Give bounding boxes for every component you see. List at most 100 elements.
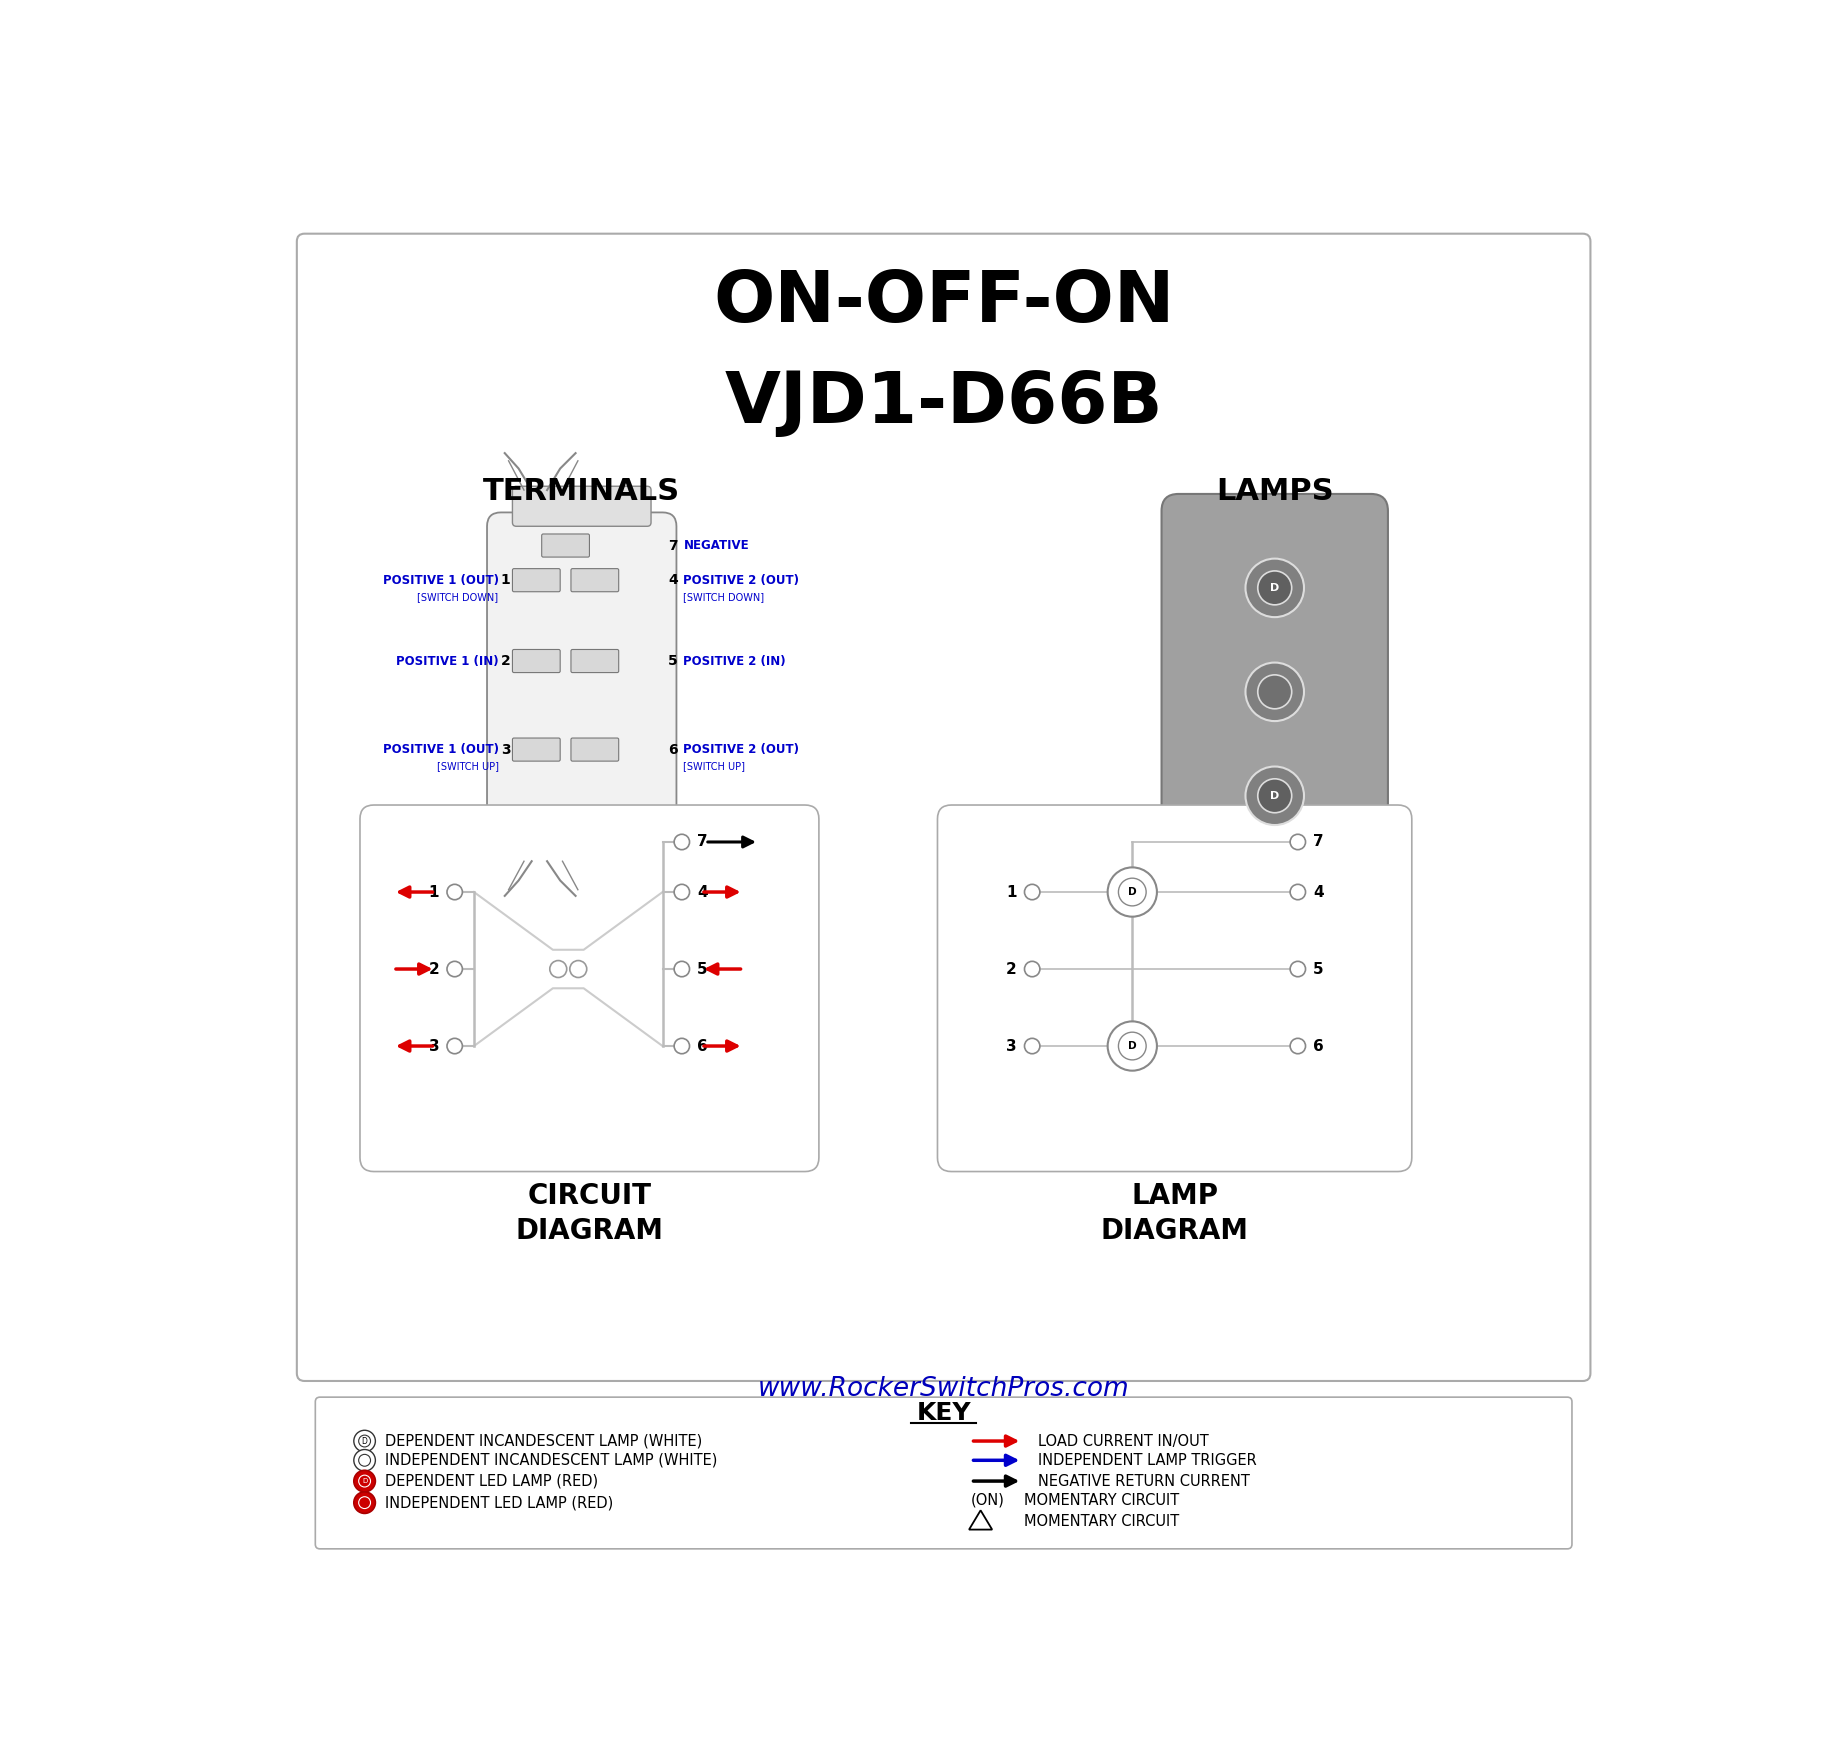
Text: D: D	[1127, 887, 1137, 897]
FancyBboxPatch shape	[513, 650, 561, 672]
Text: TERMINALS: TERMINALS	[483, 477, 681, 507]
Text: 3: 3	[500, 742, 511, 756]
Text: ON-OFF-ON: ON-OFF-ON	[712, 268, 1173, 338]
Circle shape	[358, 1455, 371, 1467]
Circle shape	[673, 885, 690, 899]
Circle shape	[1290, 1038, 1306, 1054]
Text: CIRCUIT: CIRCUIT	[528, 1183, 651, 1211]
Circle shape	[1245, 559, 1304, 617]
Text: 5: 5	[1314, 962, 1325, 977]
Text: 3: 3	[428, 1038, 439, 1054]
Circle shape	[1024, 885, 1041, 899]
Text: [SWITCH DOWN]: [SWITCH DOWN]	[683, 592, 764, 603]
Circle shape	[446, 885, 463, 899]
Text: MOMENTARY CIRCUIT: MOMENTARY CIRCUIT	[1024, 1493, 1179, 1509]
Text: VJD1-D66B: VJD1-D66B	[725, 369, 1162, 437]
Text: 1: 1	[428, 885, 439, 899]
FancyBboxPatch shape	[513, 486, 651, 526]
Circle shape	[1107, 1021, 1157, 1071]
Circle shape	[1258, 779, 1292, 814]
Text: 1: 1	[1006, 885, 1017, 899]
Text: D: D	[1269, 791, 1279, 801]
Text: 6: 6	[697, 1038, 708, 1054]
Text: 2: 2	[500, 653, 511, 667]
Text: INDEPENDENT LED LAMP (RED): INDEPENDENT LED LAMP (RED)	[386, 1495, 614, 1510]
Circle shape	[446, 962, 463, 977]
Circle shape	[550, 960, 566, 977]
Text: MOMENTARY CIRCUIT: MOMENTARY CIRCUIT	[1024, 1514, 1179, 1529]
Text: 2: 2	[428, 962, 439, 977]
FancyBboxPatch shape	[513, 568, 561, 592]
Text: [SWITCH DOWN]: [SWITCH DOWN]	[417, 592, 498, 603]
FancyBboxPatch shape	[513, 834, 649, 864]
Circle shape	[1258, 571, 1292, 604]
Circle shape	[354, 1430, 375, 1451]
Text: POSITIVE 1 (IN): POSITIVE 1 (IN)	[397, 655, 498, 667]
Circle shape	[1290, 885, 1306, 899]
Circle shape	[1245, 662, 1304, 721]
Circle shape	[673, 834, 690, 850]
Circle shape	[354, 1491, 375, 1514]
FancyBboxPatch shape	[1162, 495, 1387, 890]
Text: POSITIVE 2 (OUT): POSITIVE 2 (OUT)	[683, 573, 799, 587]
Text: NEGATIVE: NEGATIVE	[683, 538, 749, 552]
Text: LOAD CURRENT IN/OUT: LOAD CURRENT IN/OUT	[1037, 1434, 1208, 1449]
FancyBboxPatch shape	[937, 805, 1411, 1172]
Circle shape	[570, 960, 587, 977]
Text: KEY: KEY	[917, 1401, 970, 1425]
Text: NEGATIVE RETURN CURRENT: NEGATIVE RETURN CURRENT	[1037, 1474, 1249, 1489]
Text: D: D	[362, 1477, 367, 1484]
Circle shape	[1024, 1038, 1041, 1054]
FancyBboxPatch shape	[570, 739, 618, 761]
Text: 5: 5	[697, 962, 708, 977]
Circle shape	[446, 1038, 463, 1054]
Circle shape	[1024, 962, 1041, 977]
Text: DIAGRAM: DIAGRAM	[1101, 1218, 1249, 1246]
Circle shape	[1118, 1033, 1146, 1059]
FancyBboxPatch shape	[513, 739, 561, 761]
Text: 4: 4	[668, 573, 677, 587]
FancyBboxPatch shape	[297, 233, 1590, 1381]
Text: 7: 7	[697, 834, 708, 850]
Text: DEPENDENT INCANDESCENT LAMP (WHITE): DEPENDENT INCANDESCENT LAMP (WHITE)	[386, 1434, 703, 1449]
Text: 4: 4	[697, 885, 708, 899]
Text: D: D	[362, 1437, 367, 1446]
Text: 2: 2	[1006, 962, 1017, 977]
Circle shape	[354, 1470, 375, 1491]
Text: 7: 7	[668, 538, 677, 552]
Circle shape	[358, 1475, 371, 1488]
Text: POSITIVE 1 (OUT): POSITIVE 1 (OUT)	[382, 573, 498, 587]
Polygon shape	[969, 1510, 993, 1529]
Circle shape	[1107, 868, 1157, 916]
FancyBboxPatch shape	[570, 650, 618, 672]
Circle shape	[354, 1449, 375, 1470]
Text: 5: 5	[668, 653, 677, 667]
Text: 4: 4	[1314, 885, 1325, 899]
Circle shape	[1245, 766, 1304, 826]
Circle shape	[1290, 962, 1306, 977]
Circle shape	[1258, 674, 1292, 709]
Text: POSITIVE 2 (IN): POSITIVE 2 (IN)	[683, 655, 786, 667]
Circle shape	[673, 962, 690, 977]
Text: 6: 6	[668, 742, 677, 756]
FancyBboxPatch shape	[542, 535, 589, 557]
Text: INDEPENDENT LAMP TRIGGER: INDEPENDENT LAMP TRIGGER	[1037, 1453, 1256, 1469]
Text: D: D	[1127, 1042, 1137, 1050]
Circle shape	[358, 1435, 371, 1448]
FancyBboxPatch shape	[360, 805, 819, 1172]
Text: www.RockerSwitchPros.com: www.RockerSwitchPros.com	[758, 1376, 1129, 1402]
Circle shape	[673, 1038, 690, 1054]
Text: POSITIVE 1 (OUT): POSITIVE 1 (OUT)	[382, 744, 498, 756]
Circle shape	[358, 1496, 371, 1509]
Text: 6: 6	[1314, 1038, 1325, 1054]
Text: 1: 1	[500, 573, 511, 587]
Text: INDEPENDENT INCANDESCENT LAMP (WHITE): INDEPENDENT INCANDESCENT LAMP (WHITE)	[386, 1453, 718, 1469]
Circle shape	[1118, 878, 1146, 906]
FancyBboxPatch shape	[487, 512, 677, 871]
Text: LAMPS: LAMPS	[1216, 477, 1334, 507]
Text: LAMP: LAMP	[1131, 1183, 1218, 1211]
Text: 3: 3	[1006, 1038, 1017, 1054]
Text: [SWITCH UP]: [SWITCH UP]	[683, 761, 745, 772]
FancyBboxPatch shape	[570, 568, 618, 592]
Circle shape	[1290, 834, 1306, 850]
